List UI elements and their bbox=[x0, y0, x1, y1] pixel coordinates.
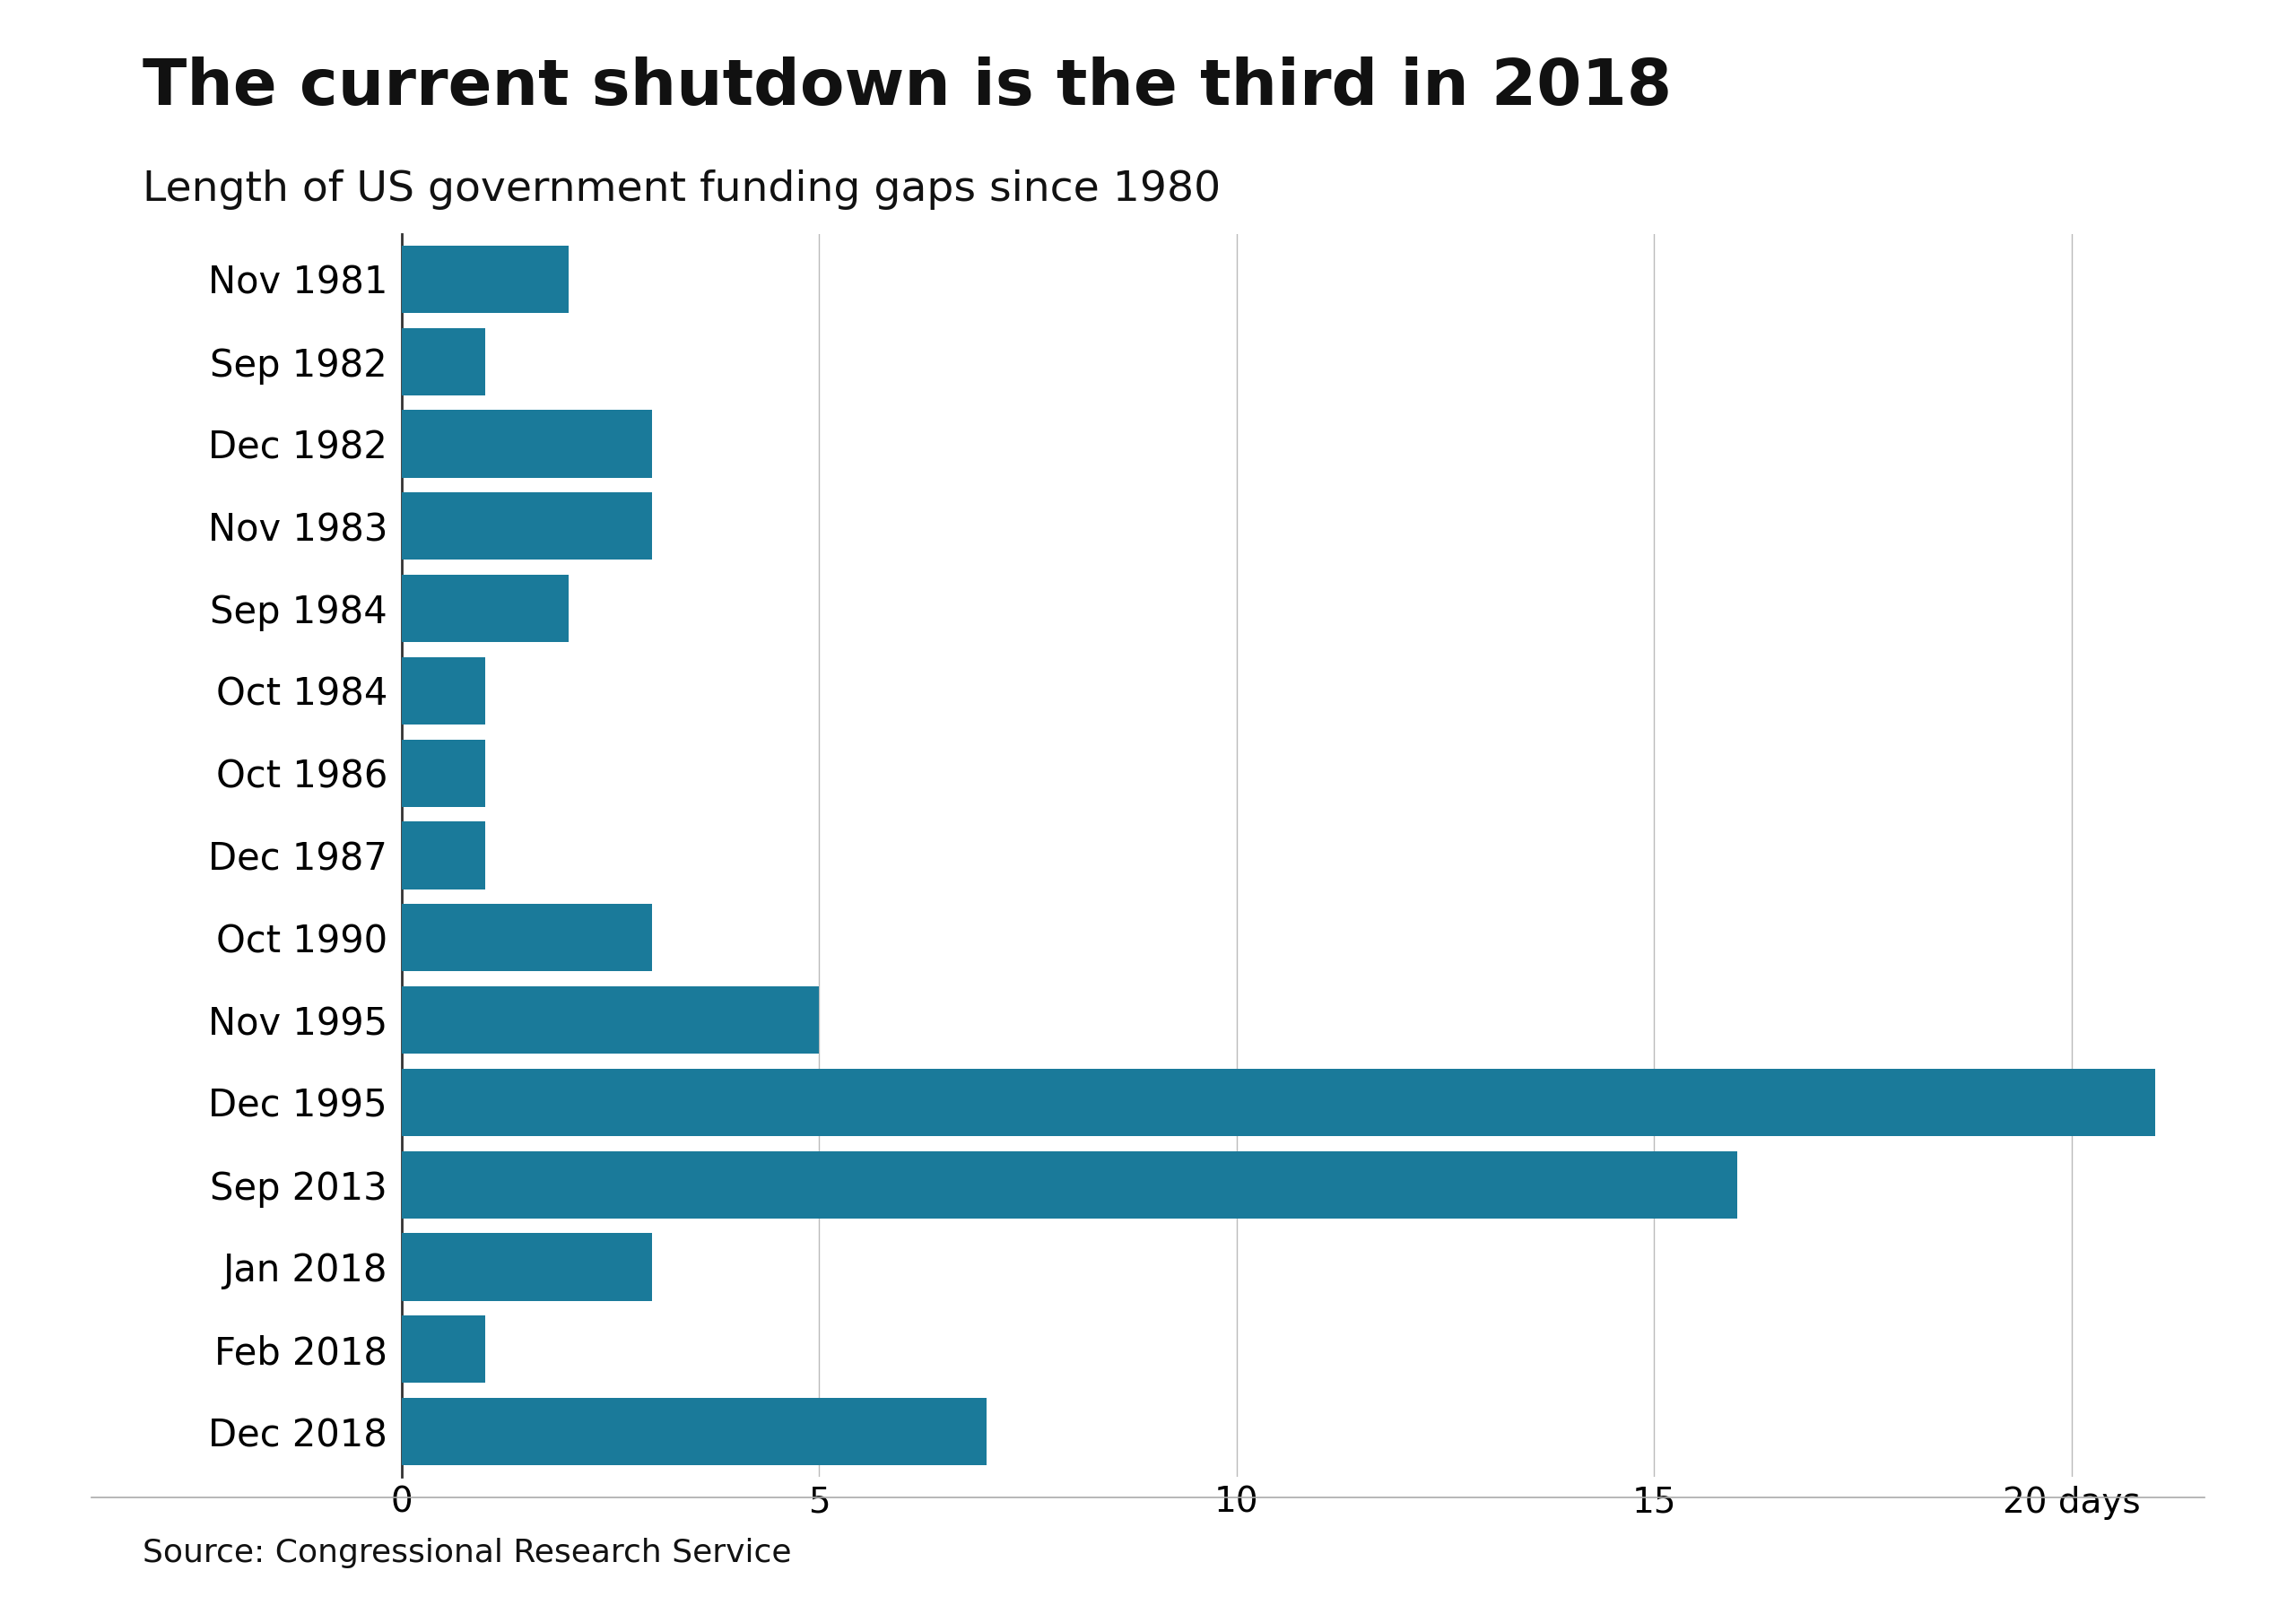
Bar bbox=[402, 410, 652, 478]
Bar bbox=[402, 1068, 2156, 1136]
Text: Length of US government funding gaps since 1980: Length of US government funding gaps sin… bbox=[142, 169, 1221, 210]
Bar bbox=[402, 492, 652, 560]
Bar bbox=[402, 1398, 987, 1466]
Bar bbox=[402, 575, 569, 642]
Bar bbox=[402, 1151, 1738, 1219]
Bar bbox=[402, 739, 484, 807]
Text: Source: Congressional Research Service: Source: Congressional Research Service bbox=[142, 1538, 792, 1567]
Bar bbox=[402, 1233, 652, 1301]
Bar bbox=[402, 904, 652, 972]
Bar bbox=[402, 245, 569, 313]
Bar bbox=[402, 328, 484, 395]
Bar bbox=[402, 1315, 484, 1383]
Bar bbox=[402, 822, 484, 889]
Text: The current shutdown is the third in 2018: The current shutdown is the third in 201… bbox=[142, 56, 1671, 118]
Bar bbox=[402, 986, 820, 1054]
Text: BBC: BBC bbox=[2094, 1543, 2165, 1572]
Bar bbox=[402, 657, 484, 725]
